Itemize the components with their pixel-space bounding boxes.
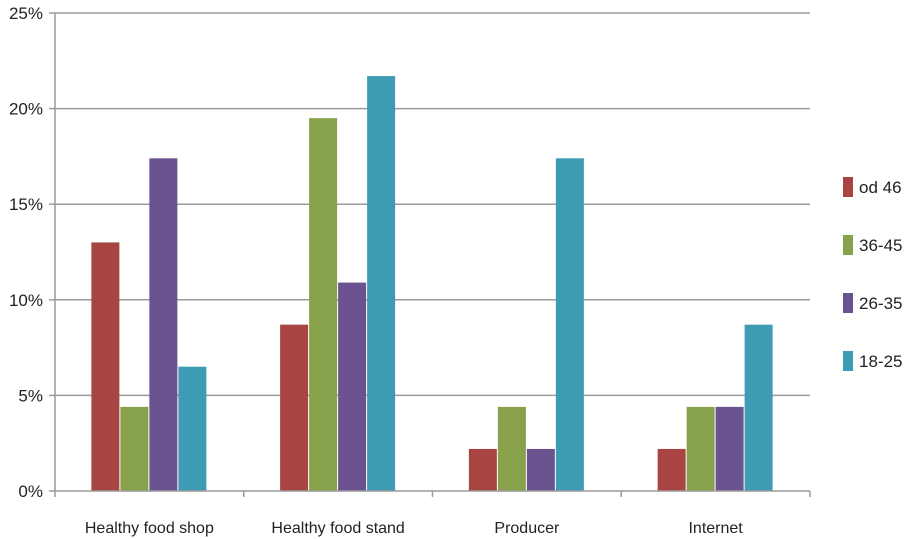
bar-2-2 (526, 448, 555, 491)
bar-1-0 (280, 324, 309, 491)
gridlines (55, 12, 810, 397)
legend-label: 18-25 (859, 352, 902, 371)
bar-1-3 (367, 76, 396, 491)
bar-0-0 (91, 242, 120, 491)
legend-label: od 46 (859, 178, 902, 197)
bar-2-1 (497, 406, 526, 491)
bar-3-0 (657, 448, 686, 491)
bar-3-3 (744, 324, 773, 491)
x-category-label: Producer (494, 520, 560, 537)
legend-swatch (843, 351, 853, 371)
y-tick-label: 10% (9, 291, 43, 310)
bar-2-3 (555, 158, 584, 491)
y-tick-label: 5% (18, 386, 43, 405)
x-category-label: Healthy food shop (85, 520, 214, 537)
legend-label: 36-45 (859, 236, 902, 255)
bar-3-1 (686, 406, 715, 491)
y-axis-ticks: 0% 5% 10% 15% 20% 25% (9, 4, 56, 501)
y-tick-label: 0% (18, 482, 43, 501)
y-tick-label: 20% (9, 100, 43, 119)
x-axis: Healthy food shop Healthy food stand Produ… (54, 490, 811, 537)
x-category-label: Healthy food stand (271, 520, 404, 537)
legend-swatch (843, 177, 853, 197)
legend: od 46 36-45 26-35 18-25 (843, 177, 902, 371)
bars (91, 76, 773, 491)
bar-0-1 (120, 406, 149, 491)
bar-2-0 (468, 448, 497, 491)
x-category-label: Internet (688, 520, 743, 537)
legend-swatch (843, 235, 853, 255)
bar-1-2 (338, 282, 367, 491)
legend-swatch (843, 293, 853, 313)
bar-1-1 (309, 118, 338, 491)
bar-3-2 (715, 406, 744, 491)
y-tick-label: 15% (9, 195, 43, 214)
y-tick-label: 25% (9, 4, 43, 23)
bar-0-2 (149, 158, 178, 491)
bar-0-3 (178, 366, 207, 491)
legend-label: 26-35 (859, 294, 902, 313)
